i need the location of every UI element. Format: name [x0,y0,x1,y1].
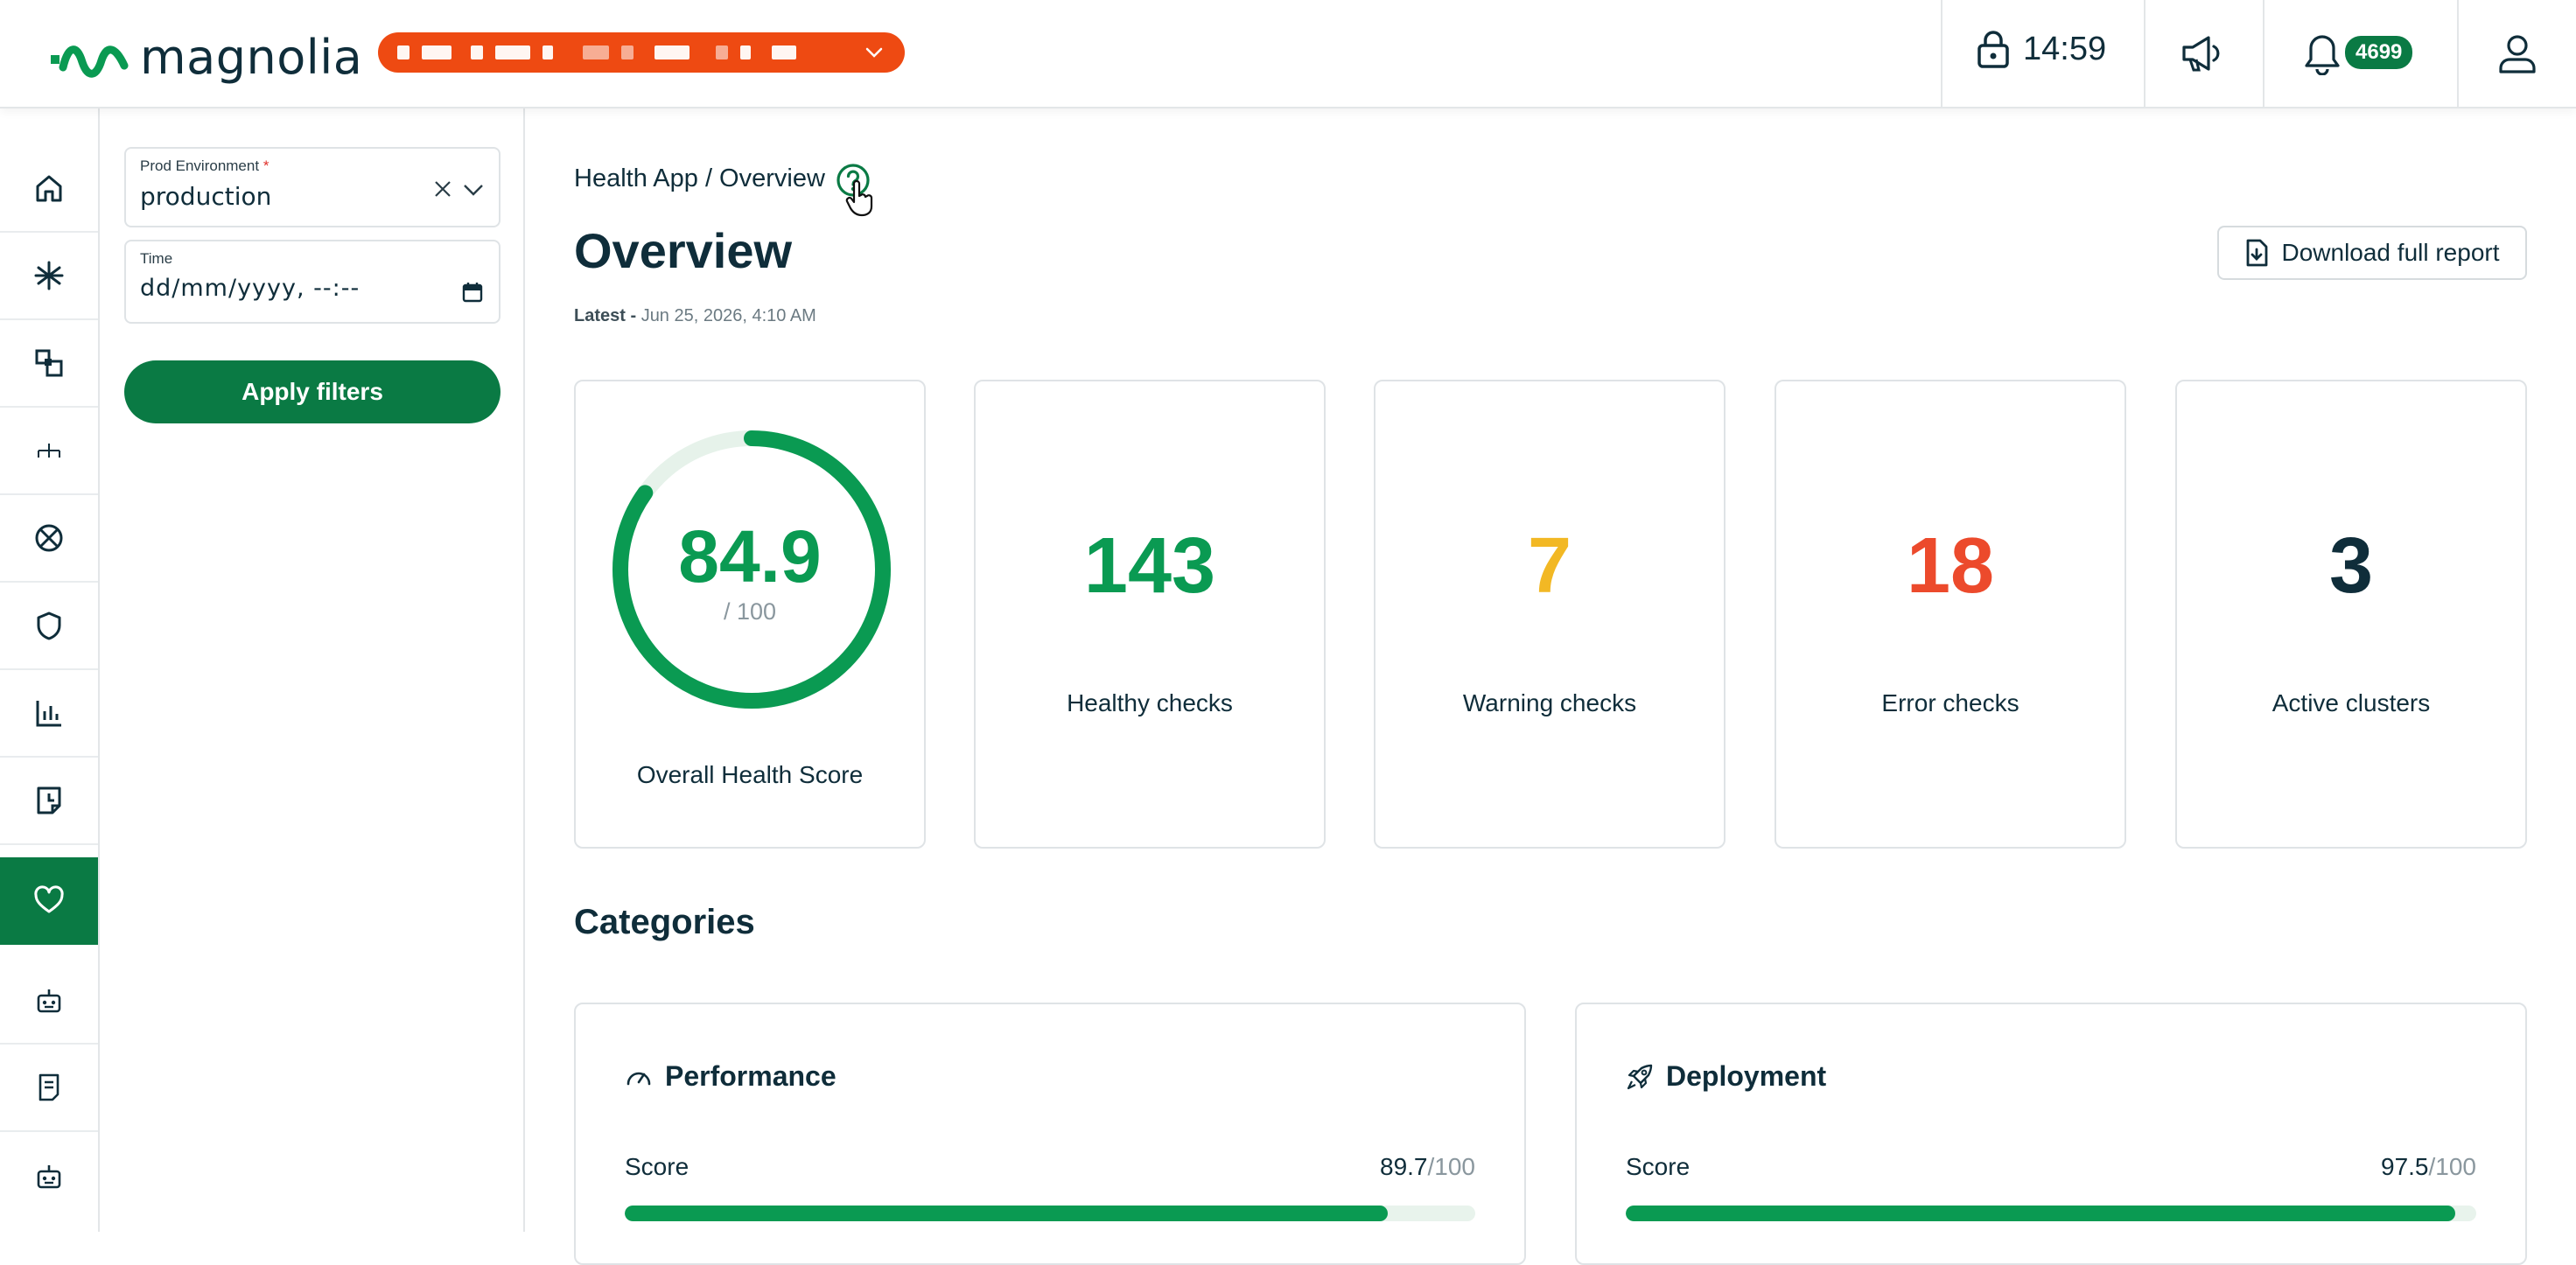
latest-timestamp: Latest - Jun 25, 2026, 4:10 AM [574,306,816,325]
rail-item-analytics[interactable] [0,670,98,758]
calendar-icon[interactable] [462,282,483,303]
blocked-icon [35,524,63,552]
document-icon [38,1073,60,1101]
health-score-card: 84.9 / 100 Overall Health Score [574,380,926,849]
stat-card-healthy: 143 Healthy checks [974,380,1326,849]
chevron-down-icon[interactable] [462,182,485,198]
redacted-text [397,45,796,59]
category-score-bar-fill [1626,1206,2455,1221]
rail-item-scheduled[interactable] [0,758,98,845]
category-score-label: Score [625,1153,690,1180]
category-header: Deployment [1626,1060,1826,1093]
category-name: Performance [665,1060,836,1092]
category-score-bar [625,1206,1475,1221]
notification-count-badge: 4699 [2345,36,2413,69]
warning-checks-label: Warning checks [1462,689,1637,716]
session-time-text: 14:59 [2023,30,2107,67]
category-score-value: 97.5/100 [2381,1153,2476,1180]
active-clusters-label: Active clusters [2272,689,2431,716]
home-icon [36,175,62,202]
icon-rail [0,108,100,1232]
category-name: Deployment [1666,1060,1827,1092]
error-checks-label: Error checks [1881,689,2020,716]
logo[interactable]: magnolia [49,30,362,85]
breadcrumb: Health App / Overview [574,161,871,197]
rail-item-layers[interactable] [0,320,98,408]
rocket-icon [1627,1064,1653,1089]
health-score-label: Overall Health Score [636,761,864,788]
stat-card-clusters: 3 Active clusters [2175,380,2527,849]
category-score-label: Score [1626,1153,1690,1180]
top-bar: magnolia 14:59 [0,0,2576,108]
rail-item-home[interactable] [0,145,98,233]
asterisk-icon [34,261,64,290]
apply-filters-button[interactable]: Apply filters [124,360,500,423]
time-label: Time [140,250,173,267]
robot-icon [37,1165,61,1189]
environment-selector-pill[interactable] [378,32,905,73]
download-file-icon [2247,239,2268,267]
rail-item-health[interactable] [0,857,98,945]
layers-icon [35,349,63,377]
rail-item-robot-2[interactable] [0,1132,98,1220]
health-score-max: / 100 [723,598,777,625]
hand-cursor-icon [845,180,873,217]
chevron-down-icon [865,47,883,58]
megaphone-icon[interactable] [2180,33,2224,73]
stat-card-warning: 7 Warning checks [1374,380,1726,849]
session-timer[interactable]: 14:59 [1976,30,2106,68]
error-checks-count: 18 [1906,522,1995,610]
rail-item-security[interactable] [0,583,98,670]
hierarchy-icon [38,444,60,458]
category-score-bar [1626,1206,2476,1221]
health-score-value: 84.9 [678,515,822,598]
user-icon[interactable] [2497,33,2538,75]
healthy-checks-label: Healthy checks [1067,689,1233,716]
chart-icon [36,701,61,727]
category-score-value: 89.7/100 [1380,1153,1475,1180]
clock-page-icon [37,786,61,814]
time-input[interactable]: dd/mm/yyyy, --:-- [140,275,360,302]
stat-card-error: 18 Error checks [1774,380,2126,849]
main-content: Health App / Overview Overview Latest - … [525,108,2576,1265]
rail-item-documents[interactable] [0,1045,98,1132]
rail-item-robot[interactable] [0,957,98,1045]
active-clusters-count: 3 [2328,522,2374,610]
category-header: Performance [625,1060,836,1093]
category-score-bar-fill [625,1206,1388,1221]
healthy-checks-count: 143 [1083,522,1216,610]
magnolia-logo-icon [51,45,129,78]
prod-environment-select[interactable]: Prod Environment * production [124,147,500,227]
lock-icon [1978,31,2009,68]
rail-item-blocked[interactable] [0,495,98,583]
prod-environment-value: production [140,182,272,211]
download-report-button[interactable]: Download full report [2217,226,2527,280]
gauge-icon [626,1072,651,1085]
health-score-gauge [612,430,891,709]
breadcrumb-text[interactable]: Health App / Overview [574,164,825,192]
logo-text: magnolia [140,30,363,85]
time-field[interactable]: Time dd/mm/yyyy, --:-- [124,240,500,324]
download-report-label: Download full report [2281,239,2500,266]
shield-icon [37,612,61,640]
robot-icon [37,989,61,1013]
categories-title: Categories [574,903,755,941]
health-score-arc [612,430,891,709]
prod-environment-label: Prod Environment * [140,157,270,174]
rail-item-asterisk[interactable] [0,233,98,320]
warning-checks-count: 7 [1527,522,1572,610]
page-title: Overview [574,223,793,278]
filter-panel: Prod Environment * production Time dd/mm… [100,108,525,1232]
category-card-performance[interactable]: Performance Score 89.7/100 [574,1003,1526,1265]
notifications[interactable]: 4699 [2303,33,2413,75]
heart-icon [34,885,64,913]
clear-icon[interactable] [432,178,453,199]
category-card-deployment[interactable]: Deployment Score 97.5/100 [1575,1003,2527,1265]
rail-item-hierarchy[interactable] [0,408,98,495]
bell-icon [2305,35,2340,75]
